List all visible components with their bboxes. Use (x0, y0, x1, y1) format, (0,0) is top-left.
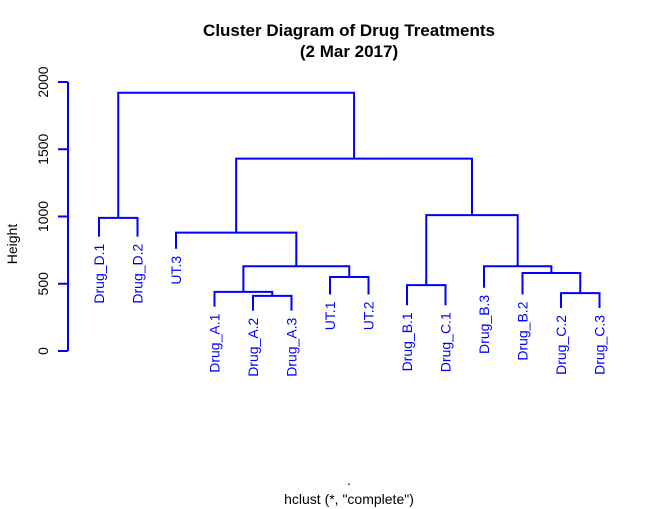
leaf-label: Drug_A.2 (245, 317, 261, 376)
chart-subtitle: (2 Mar 2017) (300, 42, 398, 61)
dendrogram-link (483, 265, 553, 288)
y-tick-label: 2000 (35, 66, 51, 97)
leaf-label: UT.2 (361, 301, 377, 330)
dendrogram-link (521, 271, 582, 295)
dendrogram-link (235, 157, 473, 233)
leaf-label: Drug_A.3 (284, 317, 300, 376)
x-axis-label: . (347, 472, 351, 488)
leaf-label: Drug_C.1 (438, 312, 454, 372)
dendrogram-link (425, 214, 519, 286)
y-tick-label: 1500 (35, 133, 51, 164)
leaf-label: Drug_B.3 (476, 295, 492, 354)
leaf-label: Drug_B.1 (399, 312, 415, 371)
dendrogram-link (560, 292, 601, 308)
dendrogram-link (406, 284, 447, 306)
y-tick-label: 0 (35, 347, 51, 355)
dendrogram-link (329, 276, 370, 295)
leaf-label: UT.3 (168, 256, 184, 285)
dendrogram-link (175, 231, 298, 267)
y-tick-label: 1000 (35, 201, 51, 232)
leaf-label: Drug_D.2 (130, 243, 146, 303)
leaf-label: UT.1 (322, 301, 338, 330)
leaf-label: Drug_C.3 (592, 315, 608, 375)
dendrogram-link (117, 91, 356, 218)
dendrogram-tree (98, 91, 601, 311)
leaf-label: Drug_D.1 (91, 243, 107, 303)
leaf-label: Drug_A.1 (207, 313, 223, 372)
hclust-method-label: hclust (*, "complete") (284, 491, 414, 507)
chart-title: Cluster Diagram of Drug Treatments (203, 21, 495, 40)
y-tick-label: 500 (35, 272, 51, 296)
leaf-label: Drug_C.2 (553, 315, 569, 375)
leaf-label: Drug_B.2 (515, 301, 531, 360)
dendrogram-link (213, 290, 274, 307)
leaf-labels: Drug_D.1 Drug_D.2 UT.3 Drug_A.1 Drug_A.2 Drug… (91, 243, 608, 376)
y-axis: 0 500 1000 1500 2000 (35, 66, 69, 355)
dendrogram-link (98, 216, 139, 237)
dendrogram-link (252, 294, 293, 311)
y-axis-label: Height (4, 224, 20, 265)
dendrogram-link (242, 265, 351, 292)
